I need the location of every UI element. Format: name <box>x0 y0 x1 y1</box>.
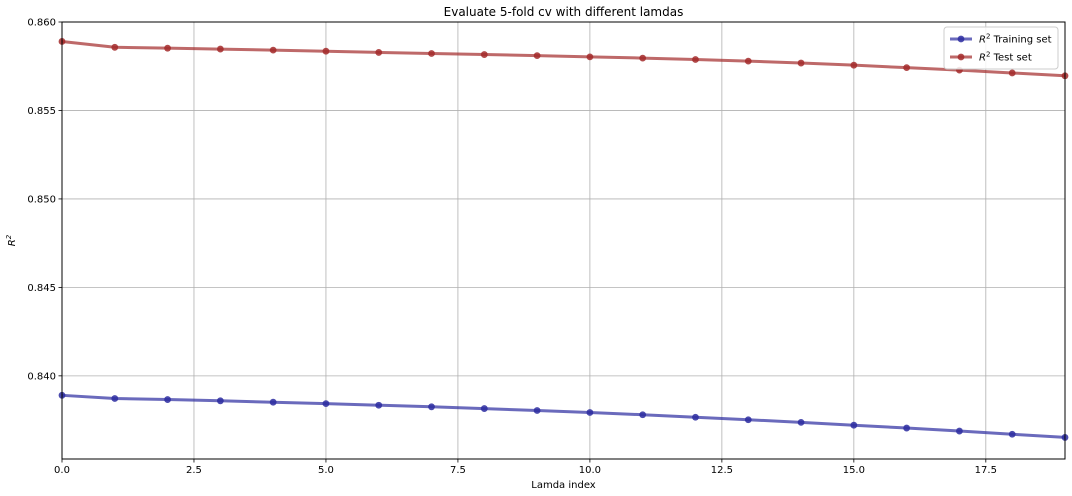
data-point <box>850 421 858 429</box>
data-point <box>956 427 963 435</box>
data-point <box>322 400 330 408</box>
legend-box <box>943 26 1059 70</box>
data-point <box>744 416 752 424</box>
data-point <box>480 51 488 58</box>
data-point <box>797 59 805 67</box>
x-axis-label: Lamda index <box>531 480 596 491</box>
x-tick-label: 5.0 <box>318 465 334 476</box>
data-point <box>428 403 435 411</box>
y-axis-label: R2 <box>5 234 18 246</box>
data-point <box>1008 69 1016 77</box>
data-point <box>533 52 541 60</box>
data-point <box>586 53 594 61</box>
x-tick-label: 7.5 <box>450 465 466 476</box>
data-point <box>692 56 699 63</box>
data-point <box>692 413 699 421</box>
y-axis-label-superscript: 2 <box>5 234 13 239</box>
data-point <box>903 424 911 432</box>
series-layer <box>58 38 1069 441</box>
data-point <box>111 43 119 51</box>
data-point <box>216 45 224 53</box>
data-point <box>639 411 647 419</box>
data-point <box>216 397 224 405</box>
data-point <box>586 409 594 416</box>
y-tick-label: 0.840 <box>27 371 56 382</box>
legend-label: R2 Test set <box>979 51 1032 64</box>
data-point <box>744 57 752 65</box>
y-tick-label: 0.845 <box>27 283 56 294</box>
data-point <box>797 418 805 426</box>
y-tick-label: 0.850 <box>27 194 56 205</box>
y-tick-label: 0.855 <box>27 106 56 117</box>
x-tick-label: 2.5 <box>186 465 202 476</box>
x-tick-label: 10.0 <box>579 465 601 476</box>
legend-swatch-marker <box>957 53 965 61</box>
series-line <box>61 39 1066 78</box>
data-point <box>428 50 435 57</box>
legend-item: R2 Test set <box>950 51 1032 64</box>
series-training <box>58 391 1069 441</box>
legend-swatch-marker <box>957 35 965 43</box>
plot-frame <box>61 21 1066 460</box>
data-point <box>375 49 383 56</box>
data-point <box>533 407 541 414</box>
legend-item: R2 Training set <box>950 33 1052 46</box>
y-tick-label: 0.860 <box>27 18 56 29</box>
legend: R2 Training set R2 Test set <box>943 26 1059 70</box>
data-point <box>164 396 171 403</box>
data-point <box>164 44 171 52</box>
data-point <box>850 61 858 69</box>
data-point <box>322 47 330 55</box>
x-tick-label: 0.0 <box>54 465 70 476</box>
series-line <box>61 393 1066 439</box>
data-point <box>269 398 277 406</box>
chart-title: Evaluate 5-fold cv with different lamdas <box>444 5 684 19</box>
data-point <box>111 395 119 402</box>
axis-ticks: 0.0 2.5 5.0 7.5 10.0 12.5 15.0 17.5 0.840 0.845 0.… <box>27 18 997 477</box>
grid-lines <box>61 21 1065 459</box>
data-point <box>375 401 383 409</box>
legend-label: R2 Training set <box>979 33 1052 46</box>
data-point <box>639 54 647 62</box>
data-point <box>1008 430 1016 438</box>
data-point <box>903 64 911 72</box>
x-tick-label: 15.0 <box>843 465 865 476</box>
y-axis-label-main: R <box>7 239 18 246</box>
data-point <box>269 46 277 54</box>
x-tick-label: 17.5 <box>975 465 997 476</box>
x-tick-label: 12.5 <box>711 465 733 476</box>
data-point <box>480 405 488 412</box>
series-test <box>58 38 1069 80</box>
